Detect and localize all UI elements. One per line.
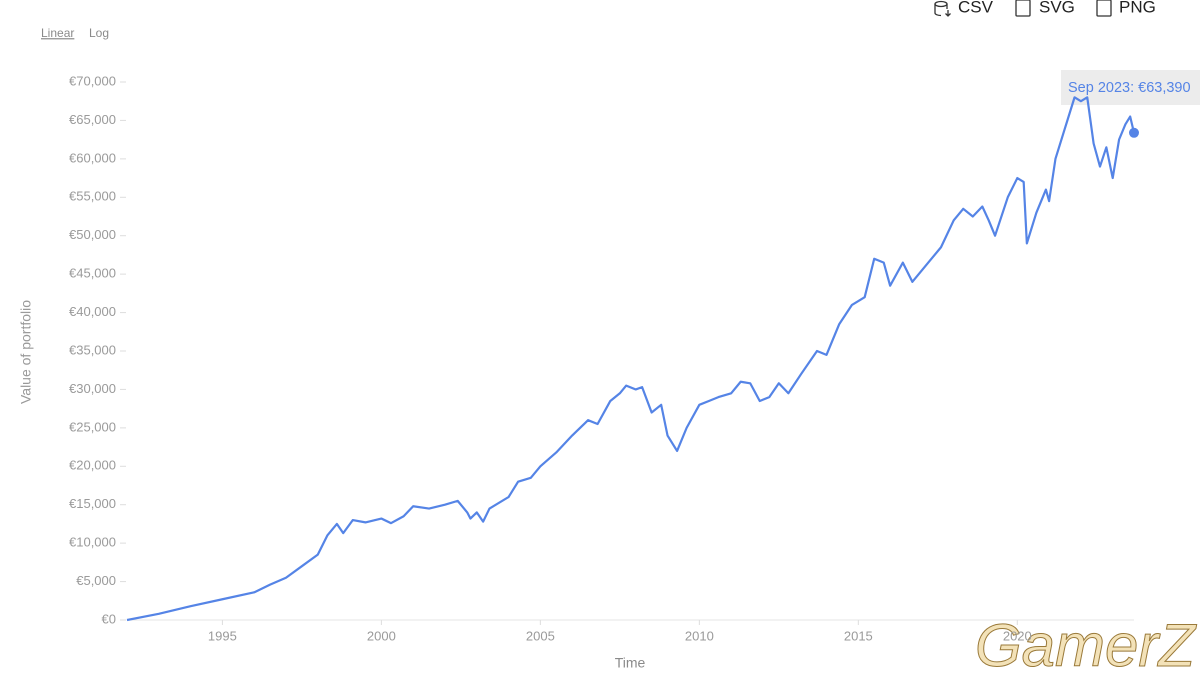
y-tick-label: €30,000 (69, 381, 116, 396)
scale-log[interactable]: Log (89, 26, 109, 40)
y-tick-label: €70,000 (69, 73, 116, 88)
x-tick-label: 1995 (208, 628, 237, 643)
y-tick-label: €25,000 (69, 419, 116, 434)
y-tick-label: €40,000 (69, 304, 116, 319)
x-tick-label: 2015 (844, 628, 873, 643)
tooltip-text: Sep 2023: €63,390 (1068, 80, 1191, 96)
download-png[interactable]: PNG (1119, 0, 1156, 16)
x-axis-label: Time (615, 655, 646, 671)
scale-linear[interactable]: Linear (41, 26, 74, 40)
x-tick-label: 2010 (685, 628, 714, 643)
y-tick-label: €20,000 (69, 458, 116, 473)
y-tick-label: €60,000 (69, 150, 116, 165)
y-tick-label: €10,000 (69, 535, 116, 550)
download-csv[interactable]: CSV (958, 0, 994, 16)
x-tick-label: 2000 (367, 628, 396, 643)
line-series (126, 96, 1136, 622)
download-icons (934, 0, 1112, 17)
y-tick-label: €35,000 (69, 342, 116, 357)
x-tick-label: 2005 (526, 628, 555, 643)
y-tick-label: €15,000 (69, 496, 116, 511)
y-tick-label: €55,000 (69, 189, 116, 204)
hover-point (1129, 127, 1139, 138)
y-tick-label: €5,000 (76, 573, 116, 588)
download-svg[interactable]: SVG (1039, 0, 1075, 16)
watermark: GamerZ (975, 612, 1197, 679)
y-tick-label: €0 (102, 611, 116, 626)
x-tick-label: 2020 (1003, 628, 1032, 643)
y-tick-label: €45,000 (69, 266, 116, 281)
y-tick-label: €65,000 (69, 112, 116, 127)
y-tick-label: €50,000 (69, 227, 116, 242)
y-axis-label: Value of portfolio (18, 300, 34, 404)
